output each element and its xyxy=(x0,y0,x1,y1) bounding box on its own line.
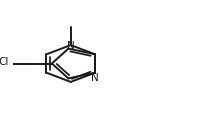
Text: N: N xyxy=(67,41,75,51)
Text: N: N xyxy=(91,73,99,83)
Text: Cl: Cl xyxy=(0,57,9,67)
